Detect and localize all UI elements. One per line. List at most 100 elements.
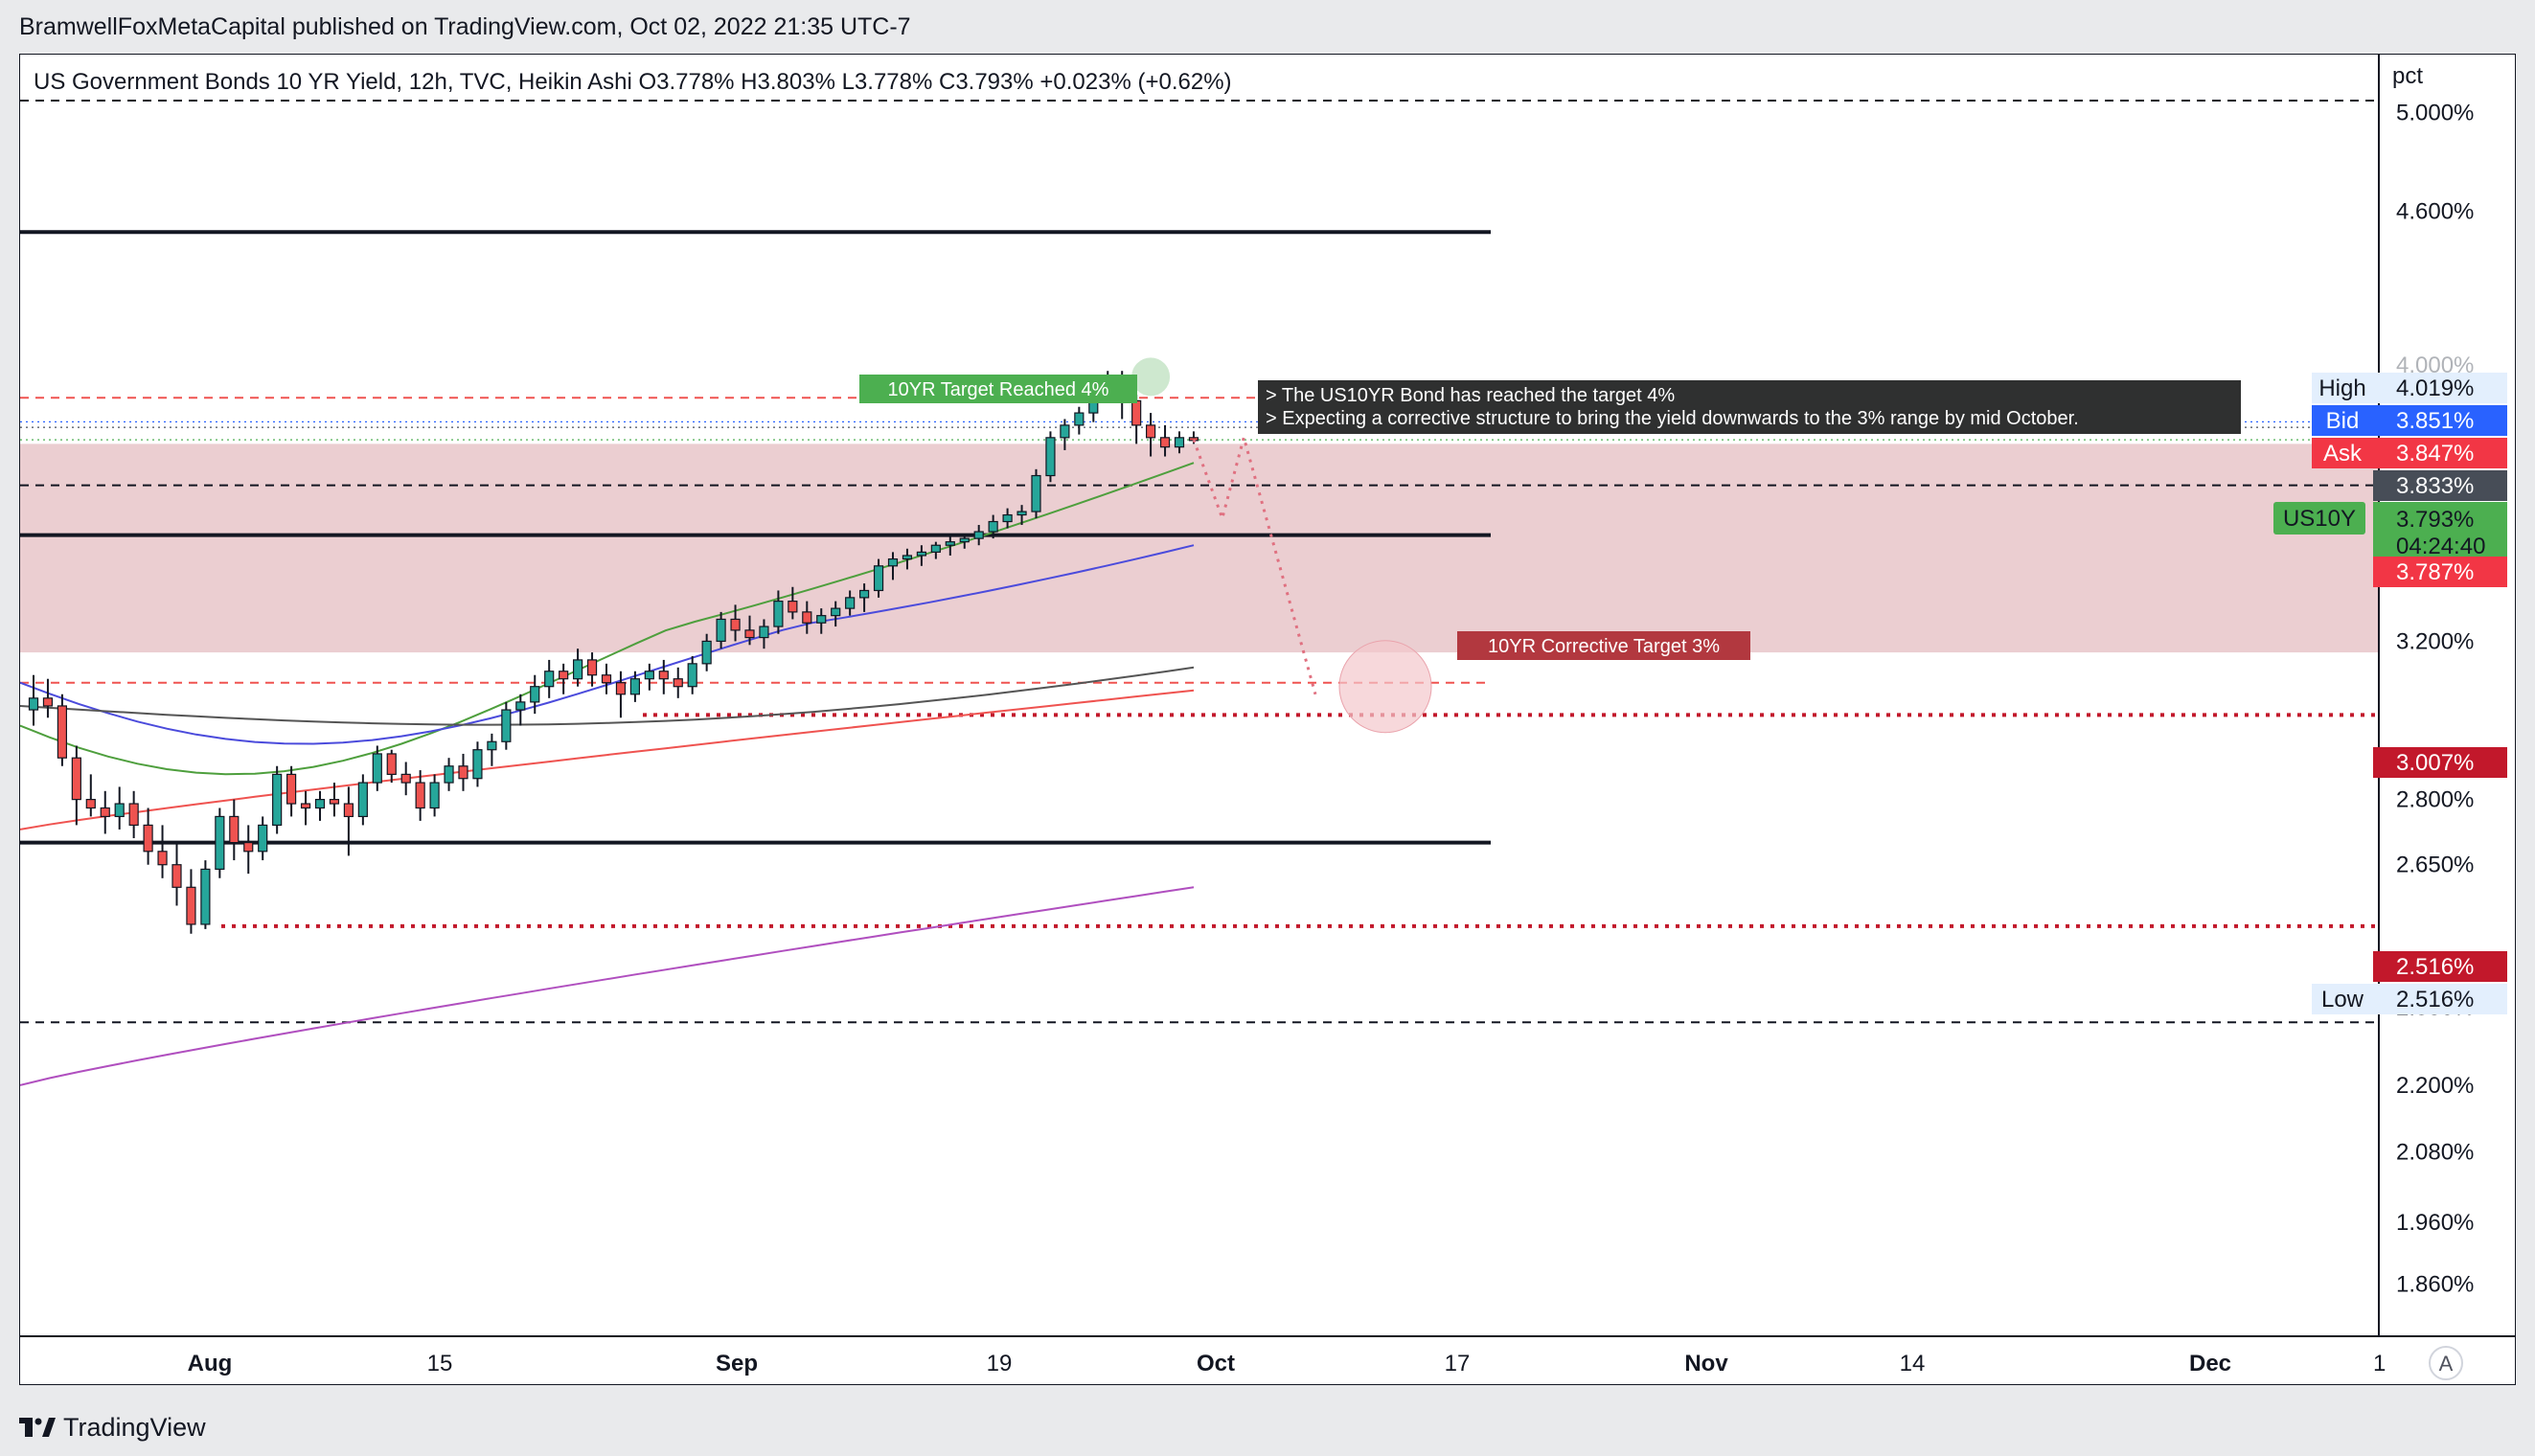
candle-body	[100, 807, 110, 818]
price-scale-unit: pct	[2392, 63, 2423, 89]
candle-body	[1031, 474, 1041, 512]
candle-body	[1045, 437, 1056, 477]
candle-body	[515, 701, 526, 711]
target-reached-marker	[1131, 357, 1171, 397]
x-tick-label: Oct	[1197, 1351, 1235, 1376]
price-tag-box	[2312, 438, 2373, 468]
symbol-label-us10y: US10Y	[2283, 506, 2356, 532]
chart-canvas[interactable]: 10YR Target Reached 4% > The US10YR Bond …	[20, 55, 2515, 1384]
candle-body	[530, 686, 540, 703]
y-tick-label: 1.860%	[2396, 1272, 2474, 1298]
price-tag-label: Ask	[2323, 441, 2363, 466]
candle-body	[444, 765, 454, 784]
candle-body	[586, 659, 598, 676]
candle-body	[716, 618, 726, 643]
candle-body	[615, 682, 627, 695]
candle-body	[400, 773, 411, 784]
candle-body	[42, 697, 54, 707]
candle-body	[229, 815, 240, 844]
y-tick-label: 2.800%	[2396, 787, 2474, 813]
y-tick-label: 3.200%	[2396, 628, 2474, 654]
candle-body	[788, 601, 798, 613]
price-tag-box	[2312, 984, 2373, 1014]
candle-body	[873, 565, 884, 592]
candle-body	[730, 618, 741, 631]
candle-body	[415, 782, 425, 809]
corrective-target-marker	[1338, 640, 1432, 734]
y-tick-label: 2.080%	[2396, 1139, 2474, 1165]
candle-body	[629, 678, 641, 695]
candle-body	[128, 803, 139, 827]
candle-body	[487, 740, 497, 751]
y-tick-label: 5.000%	[2396, 100, 2474, 125]
symbol-legend: US Government Bonds 10 YR Yield, 12h, TV…	[34, 69, 1232, 95]
candle-body	[386, 753, 397, 775]
candle-body	[85, 799, 96, 809]
price-tag-box	[2312, 373, 2373, 403]
corrective-target-label-bg	[1457, 631, 1750, 660]
x-tick-label: Nov	[1684, 1351, 1728, 1376]
candle-body	[831, 607, 841, 617]
candle-body	[171, 864, 182, 888]
candle-body	[1174, 437, 1185, 448]
price-label-value: 2.516%	[2396, 954, 2474, 980]
price-label-value: 3.833%	[2396, 473, 2474, 499]
candle-body	[272, 773, 283, 827]
auto-scale-button[interactable]	[2429, 1346, 2463, 1380]
corrective-zone	[20, 444, 2379, 653]
candle-body	[845, 597, 856, 609]
price-label-box	[2373, 951, 2507, 982]
moving-average-4	[20, 886, 1195, 1086]
candle-body	[343, 803, 354, 818]
candle-body	[286, 773, 297, 805]
moving-average-2	[20, 666, 1195, 726]
candle-body	[572, 659, 583, 680]
moving-average-3	[20, 689, 1195, 830]
price-label-box-us10y	[2373, 502, 2507, 561]
x-tick-label: Aug	[188, 1351, 233, 1376]
footer-brand-label: TradingView	[63, 1412, 206, 1442]
footer-bar: TradingView	[0, 1399, 2535, 1456]
candle-body	[644, 671, 654, 680]
chart-pane[interactable]: 10YR Target Reached 4% > The US10YR Bond …	[19, 54, 2516, 1385]
tradingview-logo-icon	[19, 1418, 56, 1437]
x-tick-label: 14	[1900, 1351, 1926, 1376]
y-tick-label: 1.960%	[2396, 1210, 2474, 1236]
candle-body	[1016, 511, 1027, 516]
note-line-2: > Expecting a corrective structure to br…	[1266, 408, 2079, 429]
candle-body	[945, 541, 955, 546]
x-tick-label: Dec	[2189, 1351, 2231, 1376]
candle-body	[157, 851, 168, 866]
candle-body	[200, 868, 211, 925]
candle-body	[1145, 424, 1156, 439]
x-tick-label: 1	[2373, 1351, 2386, 1376]
candle-body	[143, 824, 153, 853]
publication-info: BramwellFoxMetaCapital published on Trad…	[19, 12, 911, 40]
candle-body	[601, 674, 612, 684]
price-tag-label: High	[2318, 375, 2365, 401]
target-reached-label-bg	[859, 375, 1137, 403]
candle-body	[472, 749, 483, 780]
price-label-countdown: 04:24:40	[2396, 534, 2485, 559]
price-label-box	[2373, 405, 2507, 436]
y-tick-label: 2.650%	[2396, 853, 2474, 878]
candle-body	[687, 663, 697, 688]
price-label-box	[2373, 438, 2507, 468]
candle-body	[1060, 424, 1070, 439]
price-label-box	[2373, 984, 2507, 1014]
candle-body	[501, 709, 512, 742]
candle-body	[759, 626, 769, 639]
tradingview-brand[interactable]: TradingView	[19, 1413, 206, 1443]
candle-body	[773, 601, 784, 627]
candle-body	[458, 765, 468, 780]
candle-body	[1131, 399, 1142, 426]
y-tick-label: 2.200%	[2396, 1073, 2474, 1099]
x-tick-label: Sep	[716, 1351, 758, 1376]
candle-body	[57, 705, 68, 759]
candle-body	[802, 611, 812, 624]
candle-body	[1002, 513, 1013, 523]
candle-body	[930, 544, 941, 553]
candle-body	[258, 824, 268, 853]
x-tick-label: 17	[1445, 1351, 1471, 1376]
candle-body	[973, 531, 984, 539]
